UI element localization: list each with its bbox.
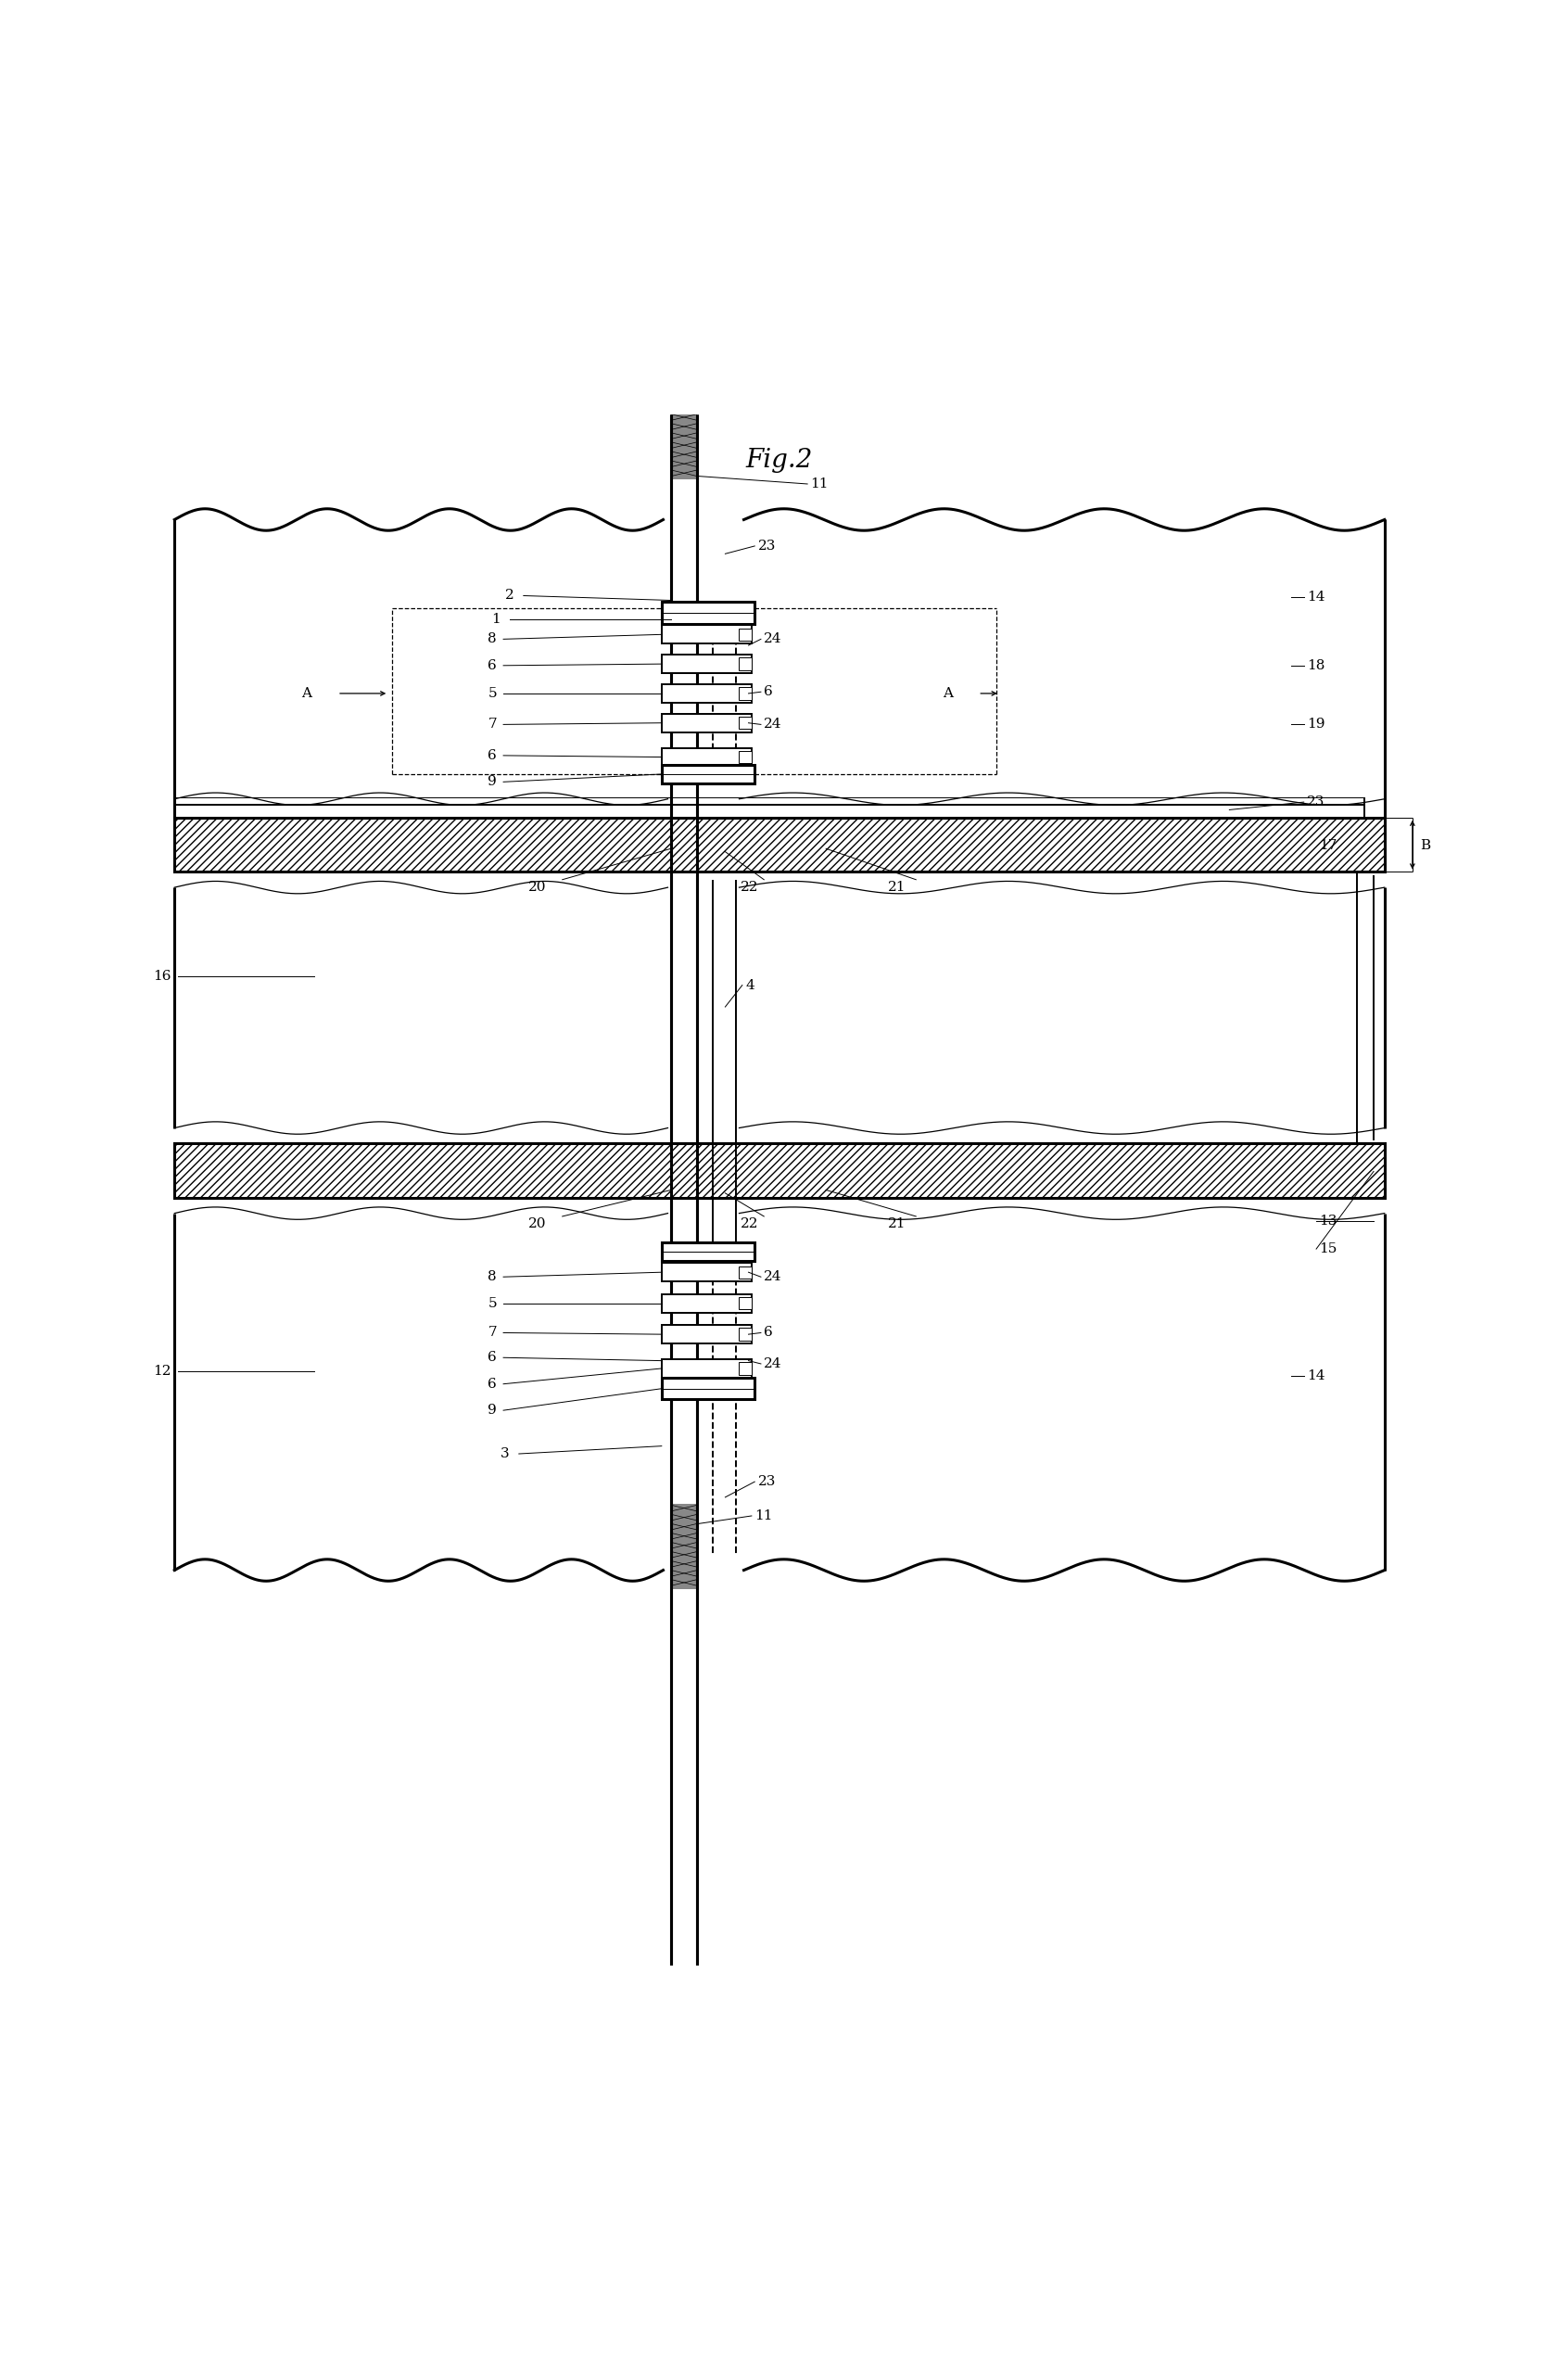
Bar — [670, 414, 697, 478]
Text: 1: 1 — [491, 612, 500, 626]
Text: 23: 23 — [1306, 795, 1325, 809]
Bar — [661, 764, 755, 783]
Text: 6: 6 — [488, 1378, 497, 1390]
Text: 22: 22 — [741, 1219, 759, 1230]
Text: 16: 16 — [153, 969, 171, 983]
Text: 9: 9 — [488, 1404, 497, 1416]
Bar — [661, 714, 751, 733]
Text: A: A — [302, 688, 312, 700]
Bar — [739, 1361, 751, 1376]
Text: 6: 6 — [488, 1352, 497, 1364]
Text: 19: 19 — [1306, 719, 1325, 731]
Text: 8: 8 — [488, 1271, 497, 1283]
Bar — [661, 1242, 755, 1261]
Bar — [739, 657, 751, 671]
Text: 11: 11 — [755, 1509, 773, 1523]
Text: Fig.2: Fig.2 — [745, 447, 814, 474]
Bar — [661, 654, 751, 674]
Text: 3: 3 — [500, 1447, 510, 1461]
Bar — [670, 1504, 697, 1590]
Text: 23: 23 — [758, 1476, 776, 1488]
Text: 6: 6 — [488, 750, 497, 762]
Bar — [739, 1328, 751, 1340]
Text: 6: 6 — [764, 1326, 773, 1340]
Bar — [739, 750, 751, 764]
Text: A: A — [942, 688, 953, 700]
Bar — [661, 683, 751, 702]
Bar — [739, 1266, 751, 1278]
Text: 18: 18 — [1306, 659, 1325, 671]
Text: 21: 21 — [889, 881, 906, 895]
Text: 6: 6 — [488, 659, 497, 671]
Text: 22: 22 — [741, 881, 759, 895]
Bar — [661, 747, 751, 766]
Text: 7: 7 — [488, 719, 497, 731]
Text: 20: 20 — [529, 1219, 546, 1230]
Text: 4: 4 — [745, 978, 755, 992]
Text: 24: 24 — [764, 1271, 783, 1283]
Text: 5: 5 — [488, 1297, 497, 1309]
Bar — [739, 688, 751, 700]
Text: 17: 17 — [1319, 840, 1338, 852]
Text: 7: 7 — [488, 1326, 497, 1340]
Text: 20: 20 — [529, 881, 546, 895]
Text: B: B — [1420, 840, 1431, 852]
Bar — [661, 626, 751, 643]
Bar — [175, 819, 1384, 871]
Text: 24: 24 — [764, 719, 783, 731]
Text: 24: 24 — [764, 633, 783, 645]
Text: 14: 14 — [1306, 590, 1325, 605]
Bar — [739, 1297, 751, 1309]
Bar — [739, 716, 751, 728]
Text: 2: 2 — [505, 590, 514, 602]
Text: 11: 11 — [811, 478, 828, 490]
Text: 8: 8 — [488, 633, 497, 645]
Text: 12: 12 — [153, 1366, 171, 1378]
Text: 23: 23 — [758, 540, 776, 552]
Bar — [739, 628, 751, 640]
Bar — [661, 1359, 751, 1378]
Bar — [661, 1295, 751, 1314]
Text: 9: 9 — [488, 776, 497, 788]
Text: 14: 14 — [1306, 1371, 1325, 1383]
Text: 24: 24 — [764, 1357, 783, 1371]
Bar — [661, 1378, 755, 1399]
Bar — [661, 602, 755, 624]
Bar — [175, 1142, 1384, 1197]
Text: 5: 5 — [488, 688, 497, 700]
Text: 13: 13 — [1319, 1214, 1338, 1228]
Text: 21: 21 — [889, 1219, 906, 1230]
Bar — [661, 1326, 751, 1345]
Bar — [661, 1264, 751, 1280]
Text: 15: 15 — [1319, 1242, 1338, 1257]
Text: 6: 6 — [764, 685, 773, 697]
